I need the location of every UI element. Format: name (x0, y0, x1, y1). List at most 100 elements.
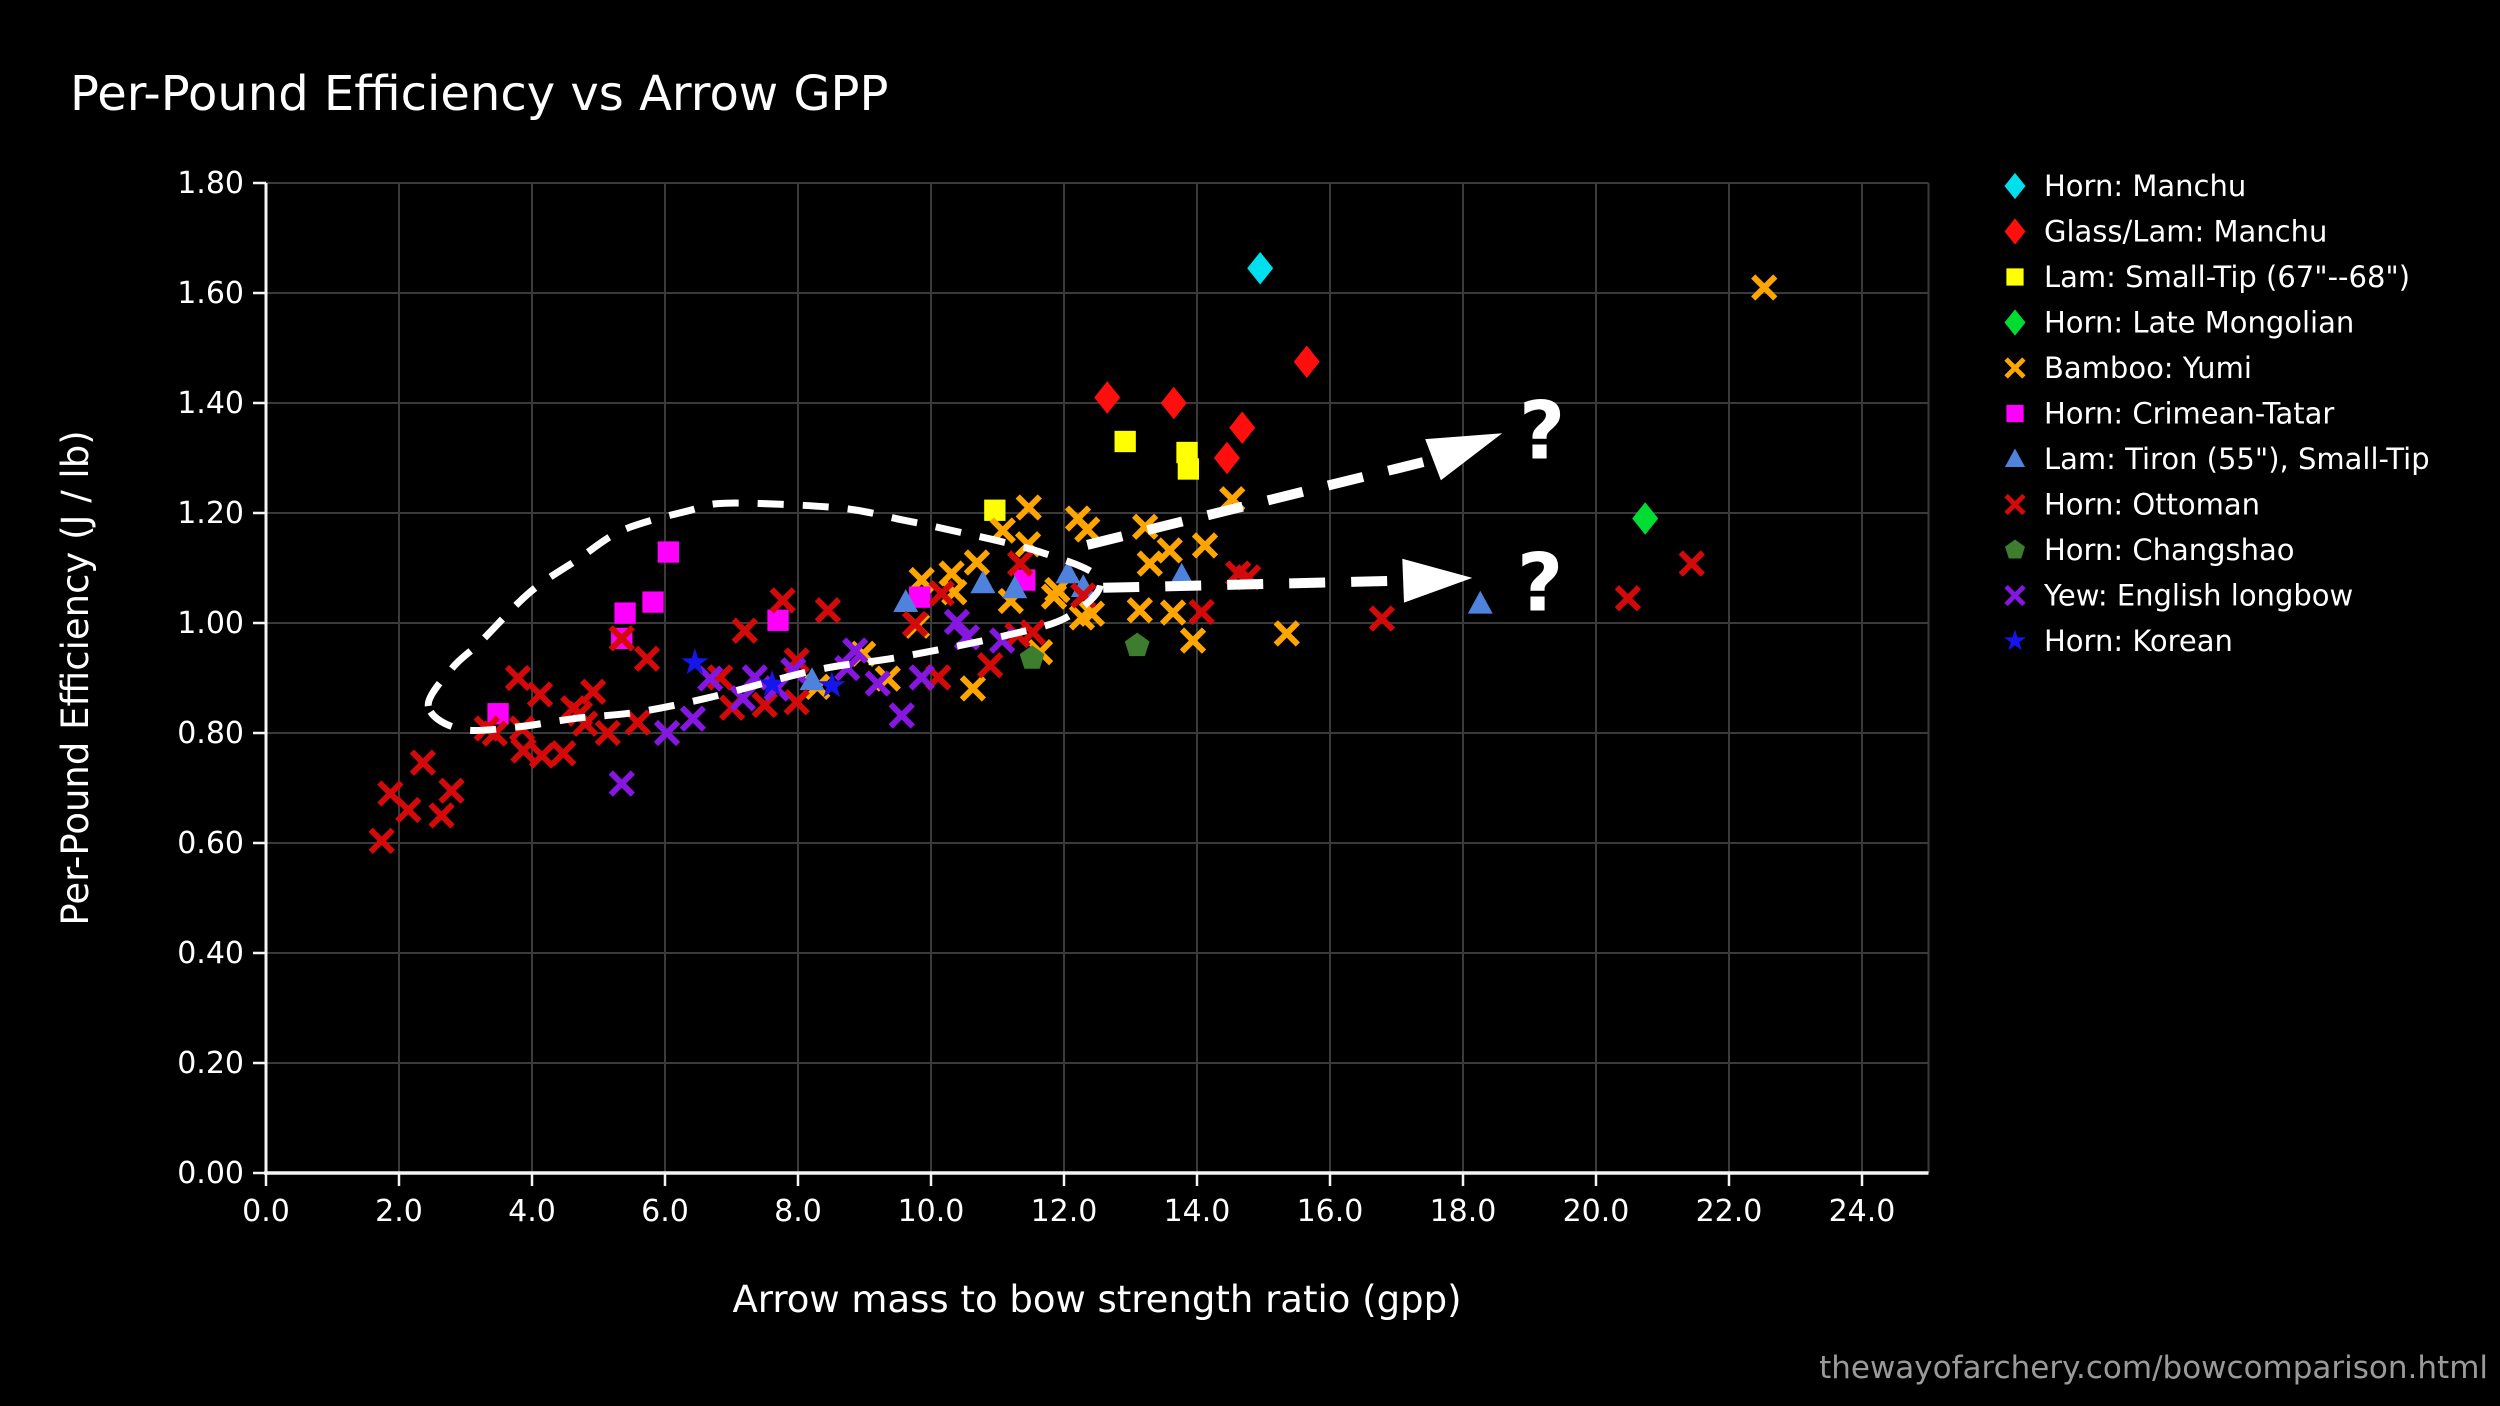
y-tick-label: 0.60 (177, 826, 244, 861)
series-horn-ottoman (368, 550, 1705, 854)
legend-label: Horn: Ottoman (2044, 488, 2260, 522)
data-point (1015, 494, 1042, 521)
x-tick-label: 14.0 (1164, 1194, 1231, 1229)
data-point (959, 675, 987, 702)
data-point (681, 648, 709, 675)
x-tick-label: 6.0 (641, 1194, 689, 1229)
data-point (2004, 493, 2026, 516)
annotation-arrowhead (1425, 433, 1503, 481)
data-point (977, 652, 1004, 679)
data-point (1126, 597, 1153, 624)
data-point (697, 665, 724, 692)
data-point (1293, 345, 1320, 378)
chart-title: Per-Pound Efficiency vs Arrow GPP (70, 66, 888, 122)
data-point (1156, 537, 1183, 564)
data-point (2005, 539, 2025, 559)
data-point (1188, 598, 1215, 626)
data-point (799, 667, 825, 691)
data-point (368, 827, 395, 854)
series-horn-changshao (1019, 632, 1150, 669)
data-point (1040, 583, 1068, 610)
data-point (1055, 560, 1081, 584)
data-point (783, 689, 810, 716)
legend-label: Horn: Late Mongolian (2044, 306, 2354, 340)
y-tick-label: 1.20 (177, 496, 244, 531)
data-point (1124, 632, 1150, 657)
data-point (550, 740, 577, 767)
x-tick-label: 24.0 (1829, 1194, 1896, 1229)
data-point (594, 719, 621, 747)
series-horn-manchu (1247, 252, 1274, 285)
legend-label: Bamboo: Yumi (2044, 351, 2252, 385)
data-point (2006, 404, 2024, 423)
y-tick-label: 0.80 (177, 716, 244, 751)
data-points (368, 252, 1778, 854)
data-point (2004, 357, 2026, 379)
data-point (409, 749, 437, 776)
y-tick-label: 1.40 (177, 386, 244, 421)
series-horn-korean (681, 648, 846, 698)
data-point (767, 609, 789, 631)
x-tick-label: 22.0 (1696, 1194, 1763, 1229)
data-point (395, 796, 422, 824)
x-tick-label: 0.0 (242, 1194, 290, 1229)
data-point (1368, 605, 1396, 632)
data-point (928, 580, 955, 607)
legend: Horn: Manchu Glass/Lam: Manchu Lam: Small-… (2004, 169, 2430, 658)
legend-label: Horn: Changshao (2044, 533, 2295, 567)
x-tick-label: 12.0 (1031, 1194, 1098, 1229)
data-point (1229, 411, 1256, 444)
data-point (428, 802, 455, 829)
data-point (1159, 599, 1187, 626)
data-point (1614, 585, 1642, 612)
data-point (1176, 441, 1198, 464)
data-point (2004, 629, 2026, 651)
data-point (526, 681, 554, 708)
y-tick-label: 1.60 (177, 276, 244, 311)
series-lam-small-tip-67-68- (984, 430, 1200, 521)
data-point (1074, 516, 1101, 543)
legend-label: Lam: Tiron (55"), Small-Tip (2044, 442, 2430, 476)
data-point (1068, 604, 1096, 631)
y-tick-label: 0.20 (177, 1046, 244, 1081)
data-point (1094, 381, 1121, 414)
question-mark: ? (1519, 385, 1565, 478)
legend-label: Horn: Manchu (2044, 169, 2246, 203)
data-point (909, 586, 931, 608)
tick-labels: 0.0 2.0 4.0 6.0 8.0 10.0 12.0 14.0 16.0 18.0 20.0 2… (177, 166, 1895, 1229)
data-point (1213, 441, 1240, 475)
data-point (2004, 309, 2026, 336)
data-point (901, 610, 929, 638)
data-point (888, 702, 915, 729)
x-axis-title: Arrow mass to bow strength ratio (gpp) (732, 1278, 1461, 1321)
data-point (614, 602, 636, 624)
annotation-arrow-shaft (1103, 575, 1404, 593)
data-point (2004, 584, 2026, 607)
data-point (504, 664, 532, 692)
data-point (1002, 575, 1028, 599)
data-point (438, 777, 465, 804)
y-axis-title: Per-Pound Efficiency (J / lb) (54, 430, 97, 925)
x-tick-label: 2.0 (375, 1194, 423, 1229)
x-tick-label: 18.0 (1430, 1194, 1497, 1229)
data-point (1467, 590, 1493, 614)
question-mark: ? (1517, 536, 1563, 629)
data-point (1678, 550, 1705, 577)
series-bamboo-yumi (804, 274, 1778, 702)
source-link: thewayofarchery.com/bowcomparison.html (1819, 1350, 2488, 1386)
data-point (653, 719, 681, 747)
data-point (2004, 172, 2026, 200)
data-point (984, 499, 1006, 521)
data-point (1191, 532, 1219, 559)
data-point (608, 770, 635, 797)
data-point (970, 570, 996, 594)
data-point (1247, 252, 1274, 285)
x-tick-label: 20.0 (1563, 1194, 1630, 1229)
data-point (2004, 218, 2026, 245)
data-point (528, 742, 556, 769)
data-point (481, 720, 508, 747)
annotations: ?? (424, 385, 1565, 735)
y-tick-label: 1.80 (177, 166, 244, 201)
data-point (893, 589, 919, 612)
